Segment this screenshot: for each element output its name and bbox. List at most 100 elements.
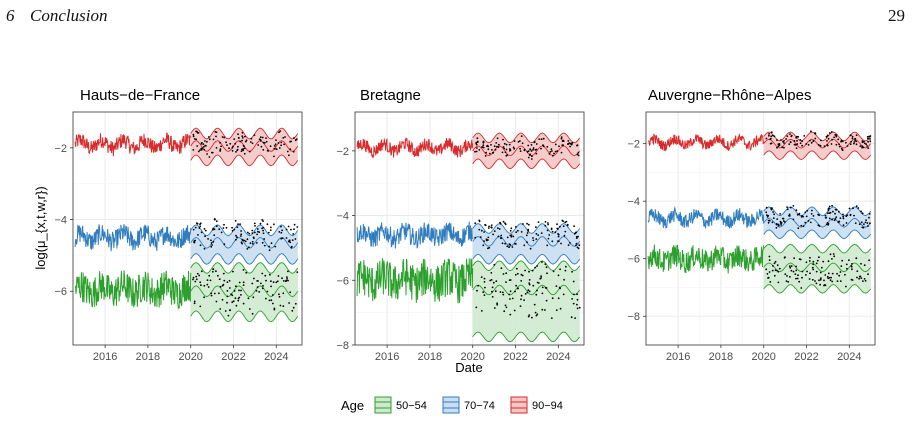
observed-point — [575, 244, 577, 247]
observed-point — [268, 245, 270, 248]
observed-point — [574, 231, 577, 234]
observed-point — [245, 271, 248, 274]
observed-point — [291, 309, 294, 312]
observed-point — [225, 141, 228, 144]
observed-point — [869, 140, 872, 143]
x-tick-label: 2022 — [794, 351, 818, 363]
observed-point — [247, 297, 250, 300]
observed-point — [767, 277, 769, 279]
observed-point — [575, 242, 578, 245]
observed-point — [801, 270, 804, 273]
observed-point — [827, 137, 830, 140]
observed-point — [859, 145, 862, 148]
observed-point — [255, 289, 258, 292]
observed-point — [533, 141, 536, 143]
observed-point — [519, 305, 522, 307]
observed-point — [275, 281, 278, 284]
observed-point — [789, 133, 791, 136]
observed-point — [807, 220, 810, 222]
observed-point — [194, 226, 197, 229]
observed-point — [776, 146, 778, 149]
observed-point — [287, 270, 289, 273]
observed-point — [536, 313, 539, 316]
observed-point — [577, 247, 580, 250]
observed-point — [811, 266, 814, 269]
observed-point — [812, 260, 815, 263]
observed-point — [554, 143, 557, 146]
observed-point — [827, 224, 829, 226]
legend-entry: 90−94 — [510, 396, 563, 414]
observed-point — [824, 274, 827, 276]
observed-point — [513, 140, 516, 143]
observed-point — [860, 277, 863, 279]
observed-point — [196, 145, 199, 147]
observed-point — [523, 299, 525, 301]
observed-point — [240, 233, 243, 236]
observed-point — [254, 231, 256, 234]
observed-point — [818, 214, 820, 217]
observed-point — [261, 272, 264, 275]
observed-point — [475, 150, 478, 153]
observed-point — [505, 306, 508, 309]
observed-point — [265, 137, 267, 140]
observed-point — [215, 300, 218, 303]
observed-point — [817, 143, 820, 146]
observed-point — [868, 259, 870, 262]
observed-point — [562, 140, 565, 143]
observed-line — [356, 221, 474, 249]
observed-point — [866, 222, 869, 224]
observed-point — [785, 138, 787, 140]
observed-point — [528, 290, 531, 293]
observed-point — [776, 218, 779, 221]
observed-point — [809, 272, 811, 275]
observed-point — [213, 234, 216, 237]
observed-point — [834, 134, 837, 136]
observed-point — [226, 281, 229, 284]
observed-point — [865, 143, 868, 146]
observed-point — [508, 143, 511, 146]
observed-point — [768, 133, 770, 135]
observed-point — [220, 231, 223, 234]
observed-point — [531, 269, 534, 272]
observed-point — [862, 280, 864, 282]
observed-point — [523, 244, 526, 247]
observed-point — [278, 293, 280, 296]
observed-point — [545, 266, 548, 269]
observed-point — [253, 237, 255, 240]
observed-point — [777, 145, 780, 148]
observed-point — [783, 142, 785, 144]
observed-point — [248, 308, 251, 310]
observed-point — [521, 142, 524, 145]
observed-point — [768, 219, 771, 222]
observed-point — [289, 140, 291, 143]
observed-point — [515, 226, 517, 228]
observed-point — [502, 273, 505, 275]
observed-point — [792, 270, 795, 273]
observed-point — [493, 230, 496, 233]
observed-point — [206, 283, 209, 286]
observed-point — [551, 230, 554, 233]
observed-point — [192, 278, 194, 281]
observed-point — [532, 284, 535, 287]
observed-point — [229, 142, 232, 145]
observed-point — [245, 139, 248, 142]
observed-point — [287, 225, 290, 228]
observed-point — [231, 146, 234, 149]
observed-point — [505, 281, 507, 283]
observed-point — [533, 303, 536, 306]
observed-point — [841, 259, 844, 262]
observed-point — [853, 141, 856, 143]
observed-point — [532, 147, 535, 149]
forecast-line — [763, 150, 872, 160]
observed-point — [202, 146, 205, 148]
observed-point — [240, 289, 242, 292]
observed-point — [532, 148, 534, 151]
observed-point — [228, 147, 230, 150]
y-tick-label: −2 — [627, 139, 640, 151]
observed-point — [576, 307, 579, 310]
observed-point — [258, 291, 261, 293]
observed-point — [823, 279, 825, 282]
observed-point — [564, 221, 567, 224]
observed-point — [576, 293, 578, 296]
